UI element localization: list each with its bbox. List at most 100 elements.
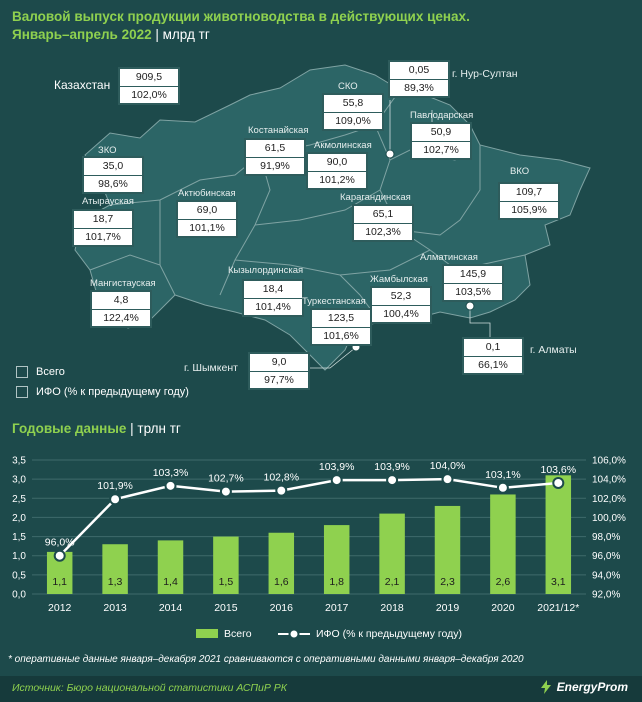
- region-total-mangystau: 4,8: [113, 294, 129, 306]
- y-right-tick-label: 92,0%: [592, 590, 620, 601]
- bar: [434, 505, 461, 594]
- bar-value-label: 1,8: [329, 576, 344, 588]
- region-label-almaty-obl: Алматинская: [420, 252, 478, 263]
- region-total-zhambyl: 52,3: [390, 290, 412, 302]
- region-label-vko: ВКО: [510, 166, 530, 177]
- ifo-value-label: 102,7%: [208, 473, 244, 485]
- region-box-almaty: 0,1 66,1%: [462, 337, 524, 375]
- legend-swatch-ifo: [16, 386, 28, 398]
- region-box-almaty-obl: 145,9 103,5%: [442, 264, 504, 302]
- y-left-tick-label: 2,0: [12, 513, 26, 524]
- ifo-value-label: 103,6%: [540, 464, 576, 476]
- x-tick-label: 2013: [103, 602, 127, 614]
- y-left-tick-label: 2,5: [12, 494, 26, 505]
- map-legend-total: Всего: [16, 364, 189, 380]
- region-ifo-shymkent: 97,7%: [250, 371, 308, 388]
- bar-value-label: 1,1: [52, 576, 67, 588]
- region-total-atyrau: 18,7: [92, 213, 114, 225]
- country-ifo: 102,0%: [120, 86, 178, 103]
- bar-value-label: 1,6: [274, 576, 289, 588]
- region-box-mangystau: 4,8 122,4%: [90, 290, 152, 328]
- bar: [545, 475, 572, 594]
- y-left-tick-label: 0,0: [12, 590, 26, 601]
- y-right-tick-label: 100,0%: [592, 513, 626, 524]
- ifo-value-label: 103,9%: [319, 461, 355, 473]
- region-total-pavlodar: 50,9: [430, 126, 452, 138]
- bar: [213, 536, 239, 594]
- annual-title: Годовые данные | трлн тг: [12, 421, 181, 436]
- map-legend-total-label: Всего: [36, 366, 65, 378]
- source-text: Источник: Бюро национальной статистики А…: [12, 682, 287, 694]
- region-label-kostanay: Костанайская: [248, 125, 309, 136]
- region-ifo-pavlodar: 102,7%: [412, 141, 470, 158]
- region-ifo-zhambyl: 100,4%: [372, 305, 430, 322]
- ifo-value-label: 102,8%: [263, 472, 299, 484]
- annual-chart: 0,0 0,5 1,0 1,5 2,0 2,5 3,0 3,5 92,0% 94,0% 96,0% 9…: [12, 456, 626, 641]
- country-box: 909,5 102,0%: [118, 67, 180, 105]
- region-total-vko: 109,7: [515, 186, 543, 198]
- bar-value-label: 3,1: [551, 576, 566, 588]
- ifo-value-label: 104,0%: [430, 460, 466, 472]
- region-box-kostanay: 61,5 91,9%: [244, 138, 306, 176]
- region-total-karaganda: 65,1: [372, 208, 394, 220]
- x-tick-label: 2018: [380, 602, 404, 614]
- map-legend: Всего ИФО (% к предыдущему году): [16, 364, 189, 400]
- y-left-tick-label: 1,5: [12, 532, 26, 543]
- region-box-sko: 55,8 109,0%: [322, 93, 384, 131]
- legend-swatch-total: [16, 366, 28, 378]
- bar-value-label: 2,6: [496, 576, 511, 588]
- x-tick-label: 2015: [214, 602, 238, 614]
- y-left-tick-label: 3,0: [12, 475, 26, 486]
- region-total-turkestan: 123,5: [327, 312, 355, 324]
- region-label-karaganda: Карагандинская: [340, 192, 411, 203]
- y-right-tick-label: 94,0%: [592, 570, 620, 581]
- region-box-atyrau: 18,7 101,7%: [72, 209, 134, 247]
- region-total-kostanay: 61,5: [264, 142, 286, 154]
- region-total-nur-sultan: 0,05: [408, 64, 430, 76]
- legend-bar-label: Всего: [224, 628, 252, 640]
- region-label-kyzylorda: Кызылординская: [228, 265, 304, 276]
- title-line-2: Январь–апрель 2022 | млрд тг: [12, 27, 210, 42]
- ifo-value-label: 101,9%: [97, 480, 133, 492]
- x-tick-label: 2020: [491, 602, 515, 614]
- title-unit: | млрд тг: [155, 27, 210, 42]
- x-tick-label: 2021/12*: [537, 602, 579, 614]
- region-total-akmola: 90,0: [326, 156, 348, 168]
- region-ifo-sko: 109,0%: [324, 112, 382, 129]
- lightning-icon: [540, 680, 551, 694]
- region-box-zhambyl: 52,3 100,4%: [370, 286, 432, 324]
- y-left-tick-label: 3,5: [12, 456, 26, 467]
- region-total-aktobe: 69,0: [196, 204, 218, 216]
- x-tick-label: 2014: [159, 602, 183, 614]
- map-legend-ifo-label: ИФО (% к предыдущему году): [36, 386, 189, 398]
- region-box-kyzylorda: 18,4 101,4%: [242, 279, 304, 317]
- region-ifo-kyzylorda: 101,4%: [244, 298, 302, 315]
- region-ifo-mangystau: 122,4%: [92, 309, 150, 326]
- region-label-akmola: Акмолинская: [314, 140, 372, 151]
- x-tick-label: 2016: [270, 602, 294, 614]
- legend-line-label: ИФО (% к предыдущему году): [316, 628, 462, 640]
- region-label-zko: ЗКО: [98, 145, 117, 156]
- region-box-nur-sultan: 0,05 89,3%: [388, 60, 450, 98]
- region-ifo-vko: 105,9%: [500, 201, 558, 218]
- brand-name: EnergyProm: [556, 680, 628, 694]
- region-box-shymkent: 9,0 97,7%: [248, 352, 310, 390]
- region-total-zko: 35,0: [102, 160, 124, 172]
- page-title: Валовой выпуск продукции животноводства …: [12, 8, 470, 44]
- region-label-mangystau: Мангистауская: [90, 278, 156, 289]
- region-ifo-zko: 98,6%: [84, 175, 142, 192]
- region-box-vko: 109,7 105,9%: [498, 182, 560, 220]
- region-box-akmola: 90,0 101,2%: [306, 152, 368, 190]
- region-label-turkestan: Туркестанская: [302, 296, 366, 307]
- y-right-tick-label: 98,0%: [592, 532, 620, 543]
- bar-value-label: 1,4: [163, 576, 178, 588]
- y-left-tick-label: 0,5: [12, 570, 26, 581]
- ifo-value-label: 103,9%: [374, 461, 410, 473]
- ifo-value-label: 103,1%: [485, 469, 521, 481]
- legend-bar-swatch: [196, 629, 218, 638]
- ifo-point: [496, 481, 509, 494]
- region-label-atyrau: Атырауская: [82, 196, 134, 207]
- legend-line-marker: [288, 628, 300, 640]
- nur-sultan-marker: [385, 149, 395, 159]
- ifo-point: [441, 473, 454, 486]
